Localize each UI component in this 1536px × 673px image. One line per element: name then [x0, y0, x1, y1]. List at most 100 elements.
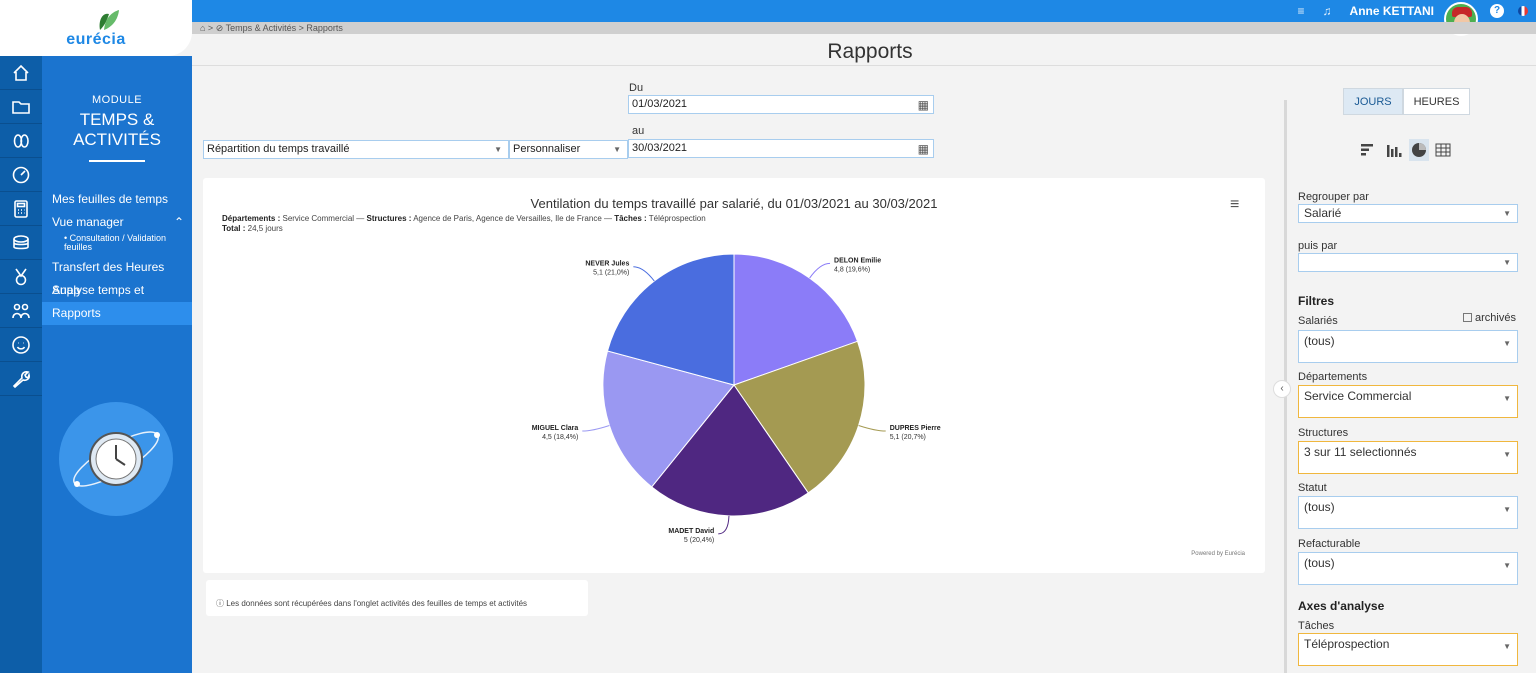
chevron-down-icon: ▼ — [1503, 209, 1511, 218]
sub-total-value: 24,5 jours — [247, 224, 283, 233]
then-by-select[interactable]: ▼ — [1298, 253, 1518, 272]
calculator-icon — [14, 199, 28, 218]
pie-category-label: MIGUEL Clara — [532, 425, 579, 432]
calendar-icon[interactable]: ▦ — [917, 98, 929, 112]
rail-folder[interactable] — [0, 90, 42, 124]
structures-value: 3 sur 11 selectionnés — [1304, 445, 1417, 459]
pie-slice[interactable] — [602, 350, 735, 488]
rail-wellbeing[interactable] — [0, 328, 42, 362]
menu-item-reports[interactable]: Rapports — [42, 302, 192, 325]
chart-type-pie[interactable] — [1409, 139, 1429, 161]
sub-dept-label: Départements : — [222, 214, 281, 223]
bar-vertical-icon — [1387, 145, 1402, 157]
toggle-days[interactable]: JOURS — [1343, 88, 1403, 115]
report-type-value: Répartition du temps travaillé — [207, 143, 350, 155]
collapse-panel-button[interactable]: ‹ — [1273, 380, 1291, 398]
menu-item-timesheets[interactable]: Mes feuilles de temps — [52, 192, 169, 206]
rail-skills[interactable] — [0, 260, 42, 294]
help-icon[interactable]: ? — [1490, 4, 1504, 18]
bar-horizontal-icon — [1361, 144, 1373, 156]
date-from-field[interactable]: 01/03/2021 ▦ — [628, 95, 934, 114]
info-card: ⓘ Les données sont récupérées dans l'ong… — [206, 580, 588, 616]
user-name[interactable]: Anne KETTANI — [1349, 4, 1434, 18]
menu-item-manager-view[interactable]: Vue manager ⌃ — [42, 211, 192, 234]
status-select[interactable]: (tous) ▼ — [1298, 496, 1518, 529]
chevron-down-icon: ▼ — [1503, 642, 1511, 651]
coins-icon — [13, 234, 29, 249]
module-panel: MODULE TEMPS & ACTIVITÉS Mes feuilles de… — [42, 56, 192, 673]
billable-select[interactable]: (tous) ▼ — [1298, 552, 1518, 585]
employees-select[interactable]: (tous) ▼ — [1298, 330, 1518, 363]
module-title-line1: TEMPS & — [79, 110, 155, 129]
filters-heading: Filtres — [1298, 294, 1335, 308]
date-to-value: 30/03/2021 — [632, 142, 688, 154]
report-type-select[interactable]: Répartition du temps travaillé ▼ — [203, 140, 509, 159]
chart-title: Ventilation du temps travaillé par salar… — [530, 196, 938, 211]
rail-expenses[interactable] — [0, 192, 42, 226]
checkbox[interactable] — [1463, 313, 1472, 322]
rail-settings[interactable] — [0, 362, 42, 396]
employees-value: (tous) — [1304, 334, 1335, 348]
sub-struct-label: Structures : — [366, 214, 412, 223]
sub-total-label: Total : — [222, 224, 246, 233]
chevron-down-icon: ▼ — [494, 145, 502, 154]
chart-type-bar-horizontal[interactable] — [1358, 139, 1378, 161]
flip-flops-icon — [13, 133, 29, 148]
folder-icon — [12, 100, 30, 114]
group-by-select[interactable]: Salarié ▼ — [1298, 204, 1518, 223]
departments-value: Service Commercial — [1304, 389, 1412, 403]
date-to-label: au — [632, 125, 645, 137]
chart-menu-icon[interactable]: ≡ — [1230, 196, 1240, 213]
pie-value-label: 5,1 (21,0%) — [593, 270, 629, 277]
people-icon — [12, 303, 30, 318]
breadcrumb[interactable]: ⌂ > ⊘ Temps & Activités > Rapports — [200, 23, 343, 33]
period-mode-select[interactable]: Personnaliser ▼ — [509, 140, 628, 159]
structures-select[interactable]: 3 sur 11 selectionnés ▼ — [1298, 441, 1518, 474]
module-title-line2: ACTIVITÉS — [73, 130, 161, 149]
module-illustration — [59, 402, 173, 516]
date-from-label: Du — [629, 82, 644, 94]
pie-slice[interactable] — [733, 340, 866, 494]
chart-type-table[interactable] — [1433, 139, 1453, 161]
menu-item-overtime-transfer[interactable]: Transfert des Heures Supp — [52, 260, 165, 297]
pie-chart: DELON Emilie 4,8 (19,6%) DUPRES Pierre 5,1 … — [532, 253, 941, 544]
tasks-value: Téléprospection — [1304, 637, 1390, 651]
pie-category-label: MADET David — [668, 528, 714, 535]
sub-task-value: Téléprospection — [648, 214, 706, 223]
archived-checkbox[interactable]: archivés — [1463, 312, 1516, 324]
pie-category-label: DUPRES Pierre — [890, 425, 941, 432]
info-text: ⓘ Les données sont récupérées dans l'ong… — [216, 599, 528, 608]
module-menu: Mes feuilles de temps Vue manager ⌃ • Co… — [42, 188, 192, 325]
rail-leave[interactable] — [0, 124, 42, 158]
language-flag-icon[interactable] — [1518, 6, 1528, 16]
chevron-up-icon[interactable]: ⌃ — [173, 215, 184, 229]
chart-type-bar-vertical[interactable] — [1384, 139, 1404, 161]
pie-label-connector — [582, 425, 610, 432]
logo[interactable]: eurécia — [0, 0, 192, 56]
rail-time[interactable] — [0, 158, 42, 192]
module-divider — [89, 160, 145, 162]
clock-illustration-icon — [73, 431, 160, 487]
menu-list-icon[interactable]: ≡ — [1297, 4, 1305, 18]
pie-slice[interactable] — [606, 253, 735, 386]
wrench-icon — [12, 370, 30, 388]
departments-select[interactable]: Service Commercial ▼ — [1298, 385, 1518, 418]
menu-subitem-consultation[interactable]: • Consultation / Validation feuilles — [64, 233, 167, 252]
chevron-down-icon: ▼ — [1503, 258, 1511, 267]
bell-icon[interactable]: ♫ — [1322, 4, 1332, 18]
rail-hr[interactable] — [0, 294, 42, 328]
chevron-down-icon: ▼ — [1503, 505, 1511, 514]
rail-home[interactable] — [0, 56, 42, 90]
calendar-icon[interactable]: ▦ — [917, 142, 929, 156]
toggle-hours[interactable]: HEURES — [1403, 88, 1470, 115]
date-to-field[interactable]: 30/03/2021 ▦ — [628, 139, 934, 158]
departments-label: Départements — [1298, 371, 1368, 383]
rail-payroll[interactable] — [0, 226, 42, 260]
sub-struct-value: Agence de Paris, Agence de Versailles, I… — [413, 214, 602, 223]
smiley-icon — [12, 335, 30, 354]
menu-item-analysis[interactable]: Analyse temps et activités — [52, 283, 145, 320]
tasks-select[interactable]: Téléprospection ▼ — [1298, 633, 1518, 666]
stopwatch-icon — [12, 166, 30, 183]
home-icon — [13, 64, 29, 81]
pie-slice[interactable] — [650, 384, 809, 517]
